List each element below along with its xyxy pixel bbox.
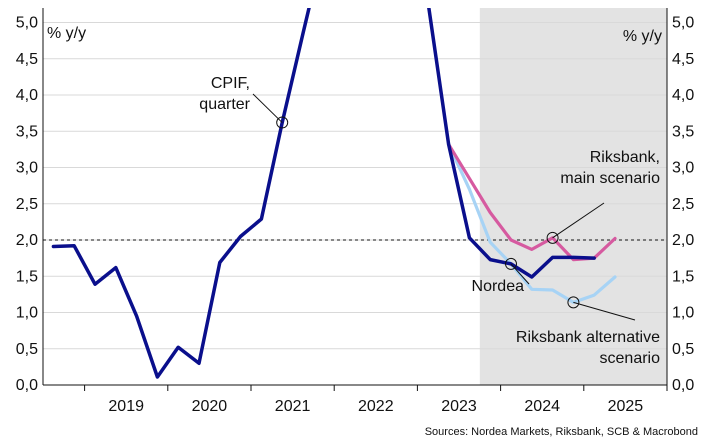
x-tick-label: 2025 (608, 398, 644, 415)
x-tick-label: 2022 (358, 398, 394, 415)
y-tick-label-left: 3,5 (16, 123, 38, 140)
y-tick-label-right: 0,5 (672, 341, 694, 358)
y-tick-label-left: 2,0 (16, 232, 38, 249)
x-tick-label: 2019 (108, 398, 144, 415)
annotation-marker-riksbank_main (546, 231, 559, 244)
annotation-label-cpif: CPIF, (211, 75, 250, 92)
y-tick-label-right: 0,0 (672, 377, 694, 394)
y-tick-label-left: 5,0 (16, 15, 38, 32)
series-line-cpif (51, 8, 596, 379)
annotation-label-riksbank_main: main scenario (560, 170, 660, 187)
grid-layer (43, 22, 667, 350)
annotation-label-riksbank_main: Riksbank, (590, 149, 660, 166)
y-tick-label-right: 3,5 (672, 123, 694, 140)
annotation-leader-riksbank_main (552, 202, 605, 239)
x-tick-label: 2021 (275, 398, 311, 415)
y-tick-label-left: 4,5 (16, 51, 38, 68)
annotation-marker-cpif (276, 116, 289, 129)
forecast-shading-layer (479, 8, 667, 385)
annotation-label-riksbank_alt: Riksbank alternative (516, 329, 660, 346)
annotation-marker-riksbank_alt (567, 296, 580, 309)
series-layer (51, 8, 617, 379)
y-tick-label-right: 1,5 (672, 268, 694, 285)
annotation-label-nordea: Nordea (472, 278, 525, 295)
source-note: Sources: Nordea Markets, Riksbank, SCB &… (425, 426, 698, 438)
annotation-marker-nordea (505, 257, 517, 270)
annotation-label-cpif: quarter (199, 96, 250, 113)
annotation-leader-cpif (252, 93, 283, 123)
annotation-layer: CPIF, quarter Riksbank, main scenario Nordea… (199, 75, 660, 367)
y-tick-label-left: 0,0 (16, 377, 38, 394)
y-tick-label-left: 4,0 (16, 87, 38, 104)
left-unit-label: % y/y (47, 25, 86, 42)
x-tick-label: 2024 (524, 398, 560, 415)
annotation-leader-nordea (510, 263, 530, 285)
y-tick-label-right: 4,5 (672, 51, 694, 68)
forecast-region (479, 8, 667, 385)
y-tick-label-left: 1,0 (16, 305, 38, 322)
y-tick-label-right: 4,0 (672, 87, 694, 104)
x-tick-label: 2020 (192, 398, 228, 415)
annotation-label-riksbank_alt: scenario (600, 350, 661, 367)
right-unit-label: % y/y (623, 28, 662, 45)
annotation-leader-riksbank_alt (573, 301, 636, 321)
axes-layer: 0,0 0,0 0,5 0,5 1,0 1,0 1,5 1,5 2,0 2,0 2,5 2,5 3,0 3… (16, 8, 694, 415)
y-tick-label-left: 2,5 (16, 196, 38, 213)
y-tick-label-right: 3,0 (672, 160, 694, 177)
x-tick-label: 2023 (441, 398, 477, 415)
y-tick-label-right: 1,0 (672, 305, 694, 322)
y-tick-label-right: 2,0 (672, 232, 694, 249)
y-tick-label-left: 3,0 (16, 160, 38, 177)
y-tick-label-left: 0,5 (16, 341, 38, 358)
series-line-riksbank_alt (447, 142, 617, 304)
y-tick-label-right: 5,0 (672, 15, 694, 32)
y-tick-label-left: 1,5 (16, 268, 38, 285)
y-tick-label-right: 2,5 (672, 196, 694, 213)
